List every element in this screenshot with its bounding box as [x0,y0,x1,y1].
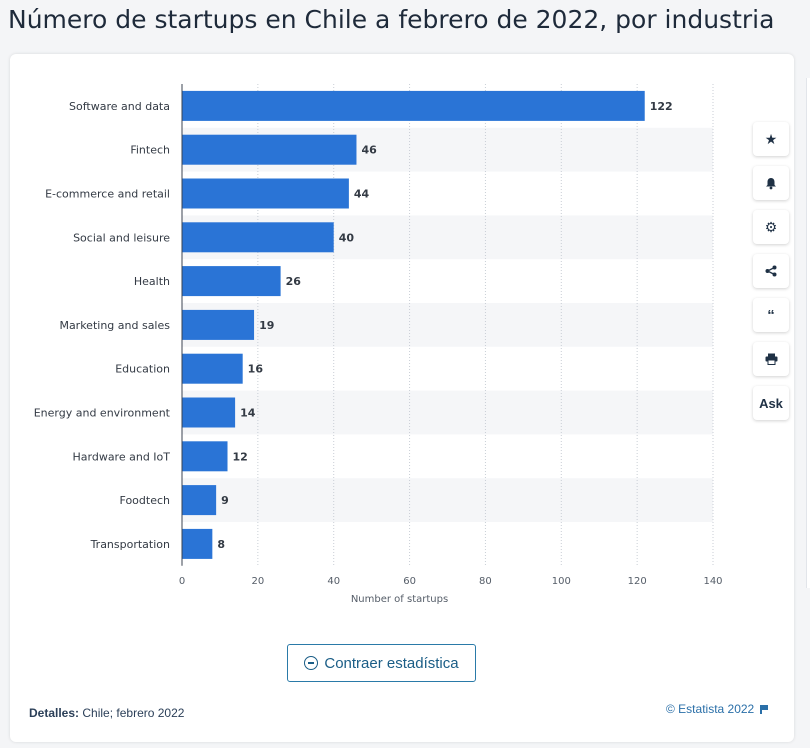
x-tick-label: 140 [703,576,722,587]
category-label: Transportation [90,538,170,551]
bar [182,309,255,340]
row-band [182,303,713,347]
x-tick-label: 0 [179,576,185,587]
category-label: Energy and environment [34,407,171,420]
x-axis-title: Number of startups [351,594,448,605]
category-label: Foodtech [120,494,171,507]
value-label: 12 [233,450,248,463]
x-tick-label: 60 [403,576,416,587]
bar [182,353,243,384]
value-label: 14 [240,407,256,420]
cite-button[interactable]: “ [753,298,789,332]
chart-toolbar: ★ ⚙ “ Ask [753,122,791,430]
x-tick-label: 80 [479,576,492,587]
row-band [182,478,713,522]
settings-button[interactable]: ⚙ [753,210,789,244]
copyright-text: © Estatista 2022 [666,702,755,716]
flag-icon [760,704,768,714]
category-label: Hardware and IoT [73,450,171,463]
value-label: 26 [286,275,302,288]
category-label: Social and leisure [73,231,170,244]
value-label: 16 [248,363,264,376]
copyright-link[interactable]: © Estatista 2022 [666,702,768,716]
x-tick-label: 100 [552,576,571,587]
print-button[interactable] [753,342,789,376]
category-label: Fintech [130,144,170,157]
bar [182,441,228,472]
ask-button[interactable]: Ask [753,386,789,420]
value-label: 44 [354,188,370,201]
bar [182,90,645,121]
category-label: E-commerce and retail [45,188,170,201]
quote-icon: “ [767,306,775,324]
category-label: Software and data [69,100,170,113]
gear-icon: ⚙ [764,218,778,235]
star-icon: ★ [764,130,778,147]
adjacent-panel-edge [806,78,810,588]
bar [182,134,357,165]
value-label: 19 [259,319,274,332]
details-value: Chile; febrero 2022 [82,706,185,720]
row-band [182,390,713,435]
collapse-statistic-button[interactable]: Contraer estadística [287,644,476,682]
page-title: Número de startups en Chile a febrero de… [8,5,775,34]
notification-button[interactable] [753,166,789,200]
details-label: Detalles: [29,706,80,720]
chart-card: Software and data 122 Fintech 46 E-commerce … [10,54,794,742]
category-label: Education [115,363,170,376]
category-label: Marketing and sales [59,319,170,332]
value-label: 122 [650,100,673,113]
print-icon [765,353,777,365]
value-label: 40 [339,231,355,244]
bar [182,485,217,516]
x-tick-label: 120 [628,576,647,587]
value-label: 46 [361,144,377,157]
bell-icon [766,177,776,189]
value-label: 8 [217,538,225,551]
bar [182,528,213,559]
bar [182,397,236,428]
bar [182,178,349,209]
category-label: Health [134,275,170,288]
bar [182,266,281,297]
details-footer: Detalles: Chile; febrero 2022 [29,706,184,720]
bar [182,222,334,253]
x-tick-label: 20 [251,576,264,587]
share-icon [765,265,777,277]
collapse-button-label: Contraer estadística [324,654,459,672]
value-label: 9 [221,494,229,507]
bar-chart: Software and data 122 Fintech 46 E-commerce … [34,84,723,605]
share-button[interactable] [753,254,789,288]
favorite-button[interactable]: ★ [753,122,789,156]
minus-circle-icon [304,656,319,670]
x-tick-label: 40 [327,576,340,587]
